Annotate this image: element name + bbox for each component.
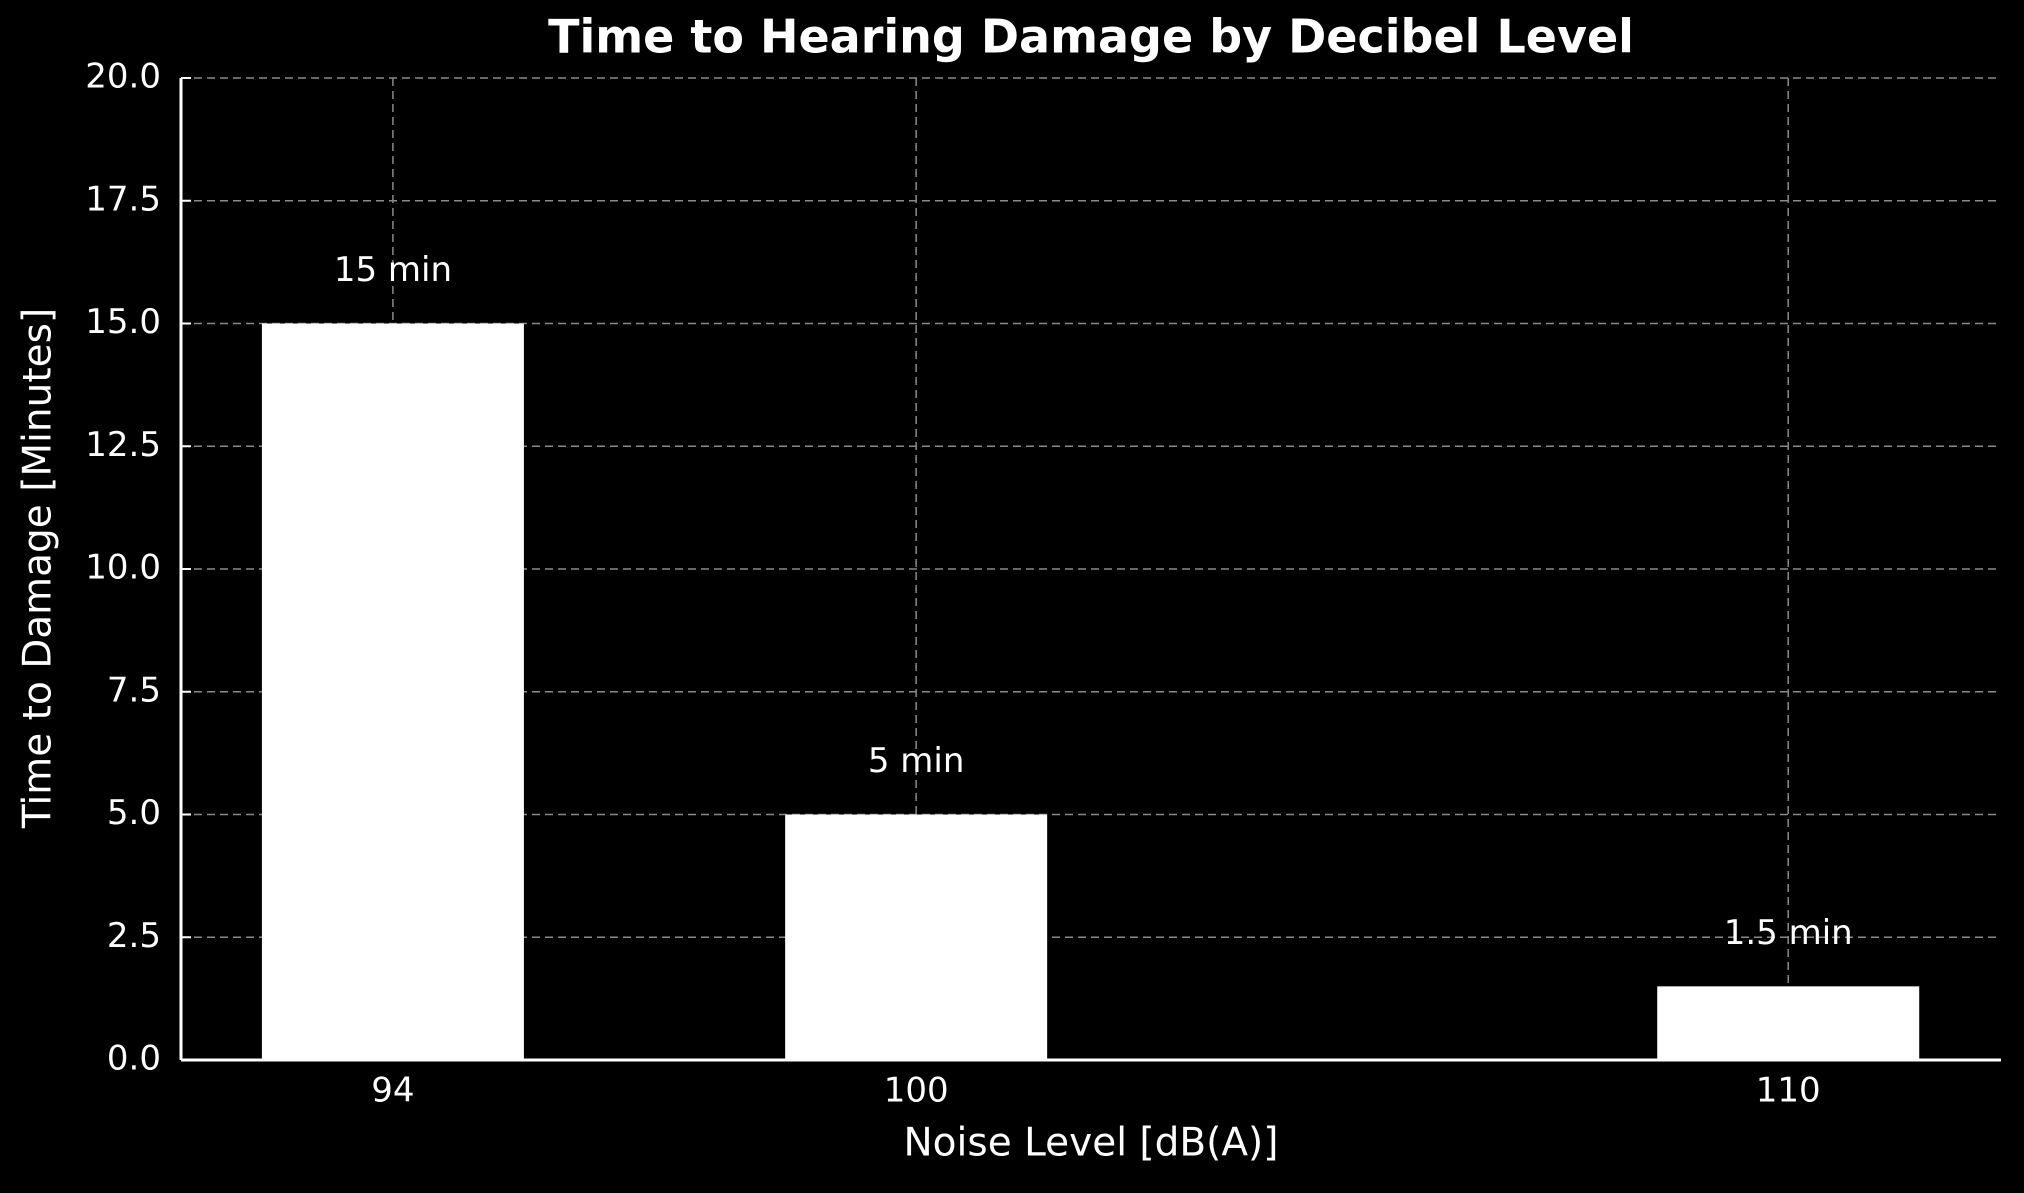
bar [785, 814, 1048, 1060]
y-tick-label: 20.0 [85, 57, 161, 97]
y-tick-label: 12.5 [85, 425, 161, 465]
y-tick-label: 17.5 [85, 179, 161, 219]
x-tick-label: 100 [884, 1071, 949, 1111]
chart-title: Time to Hearing Damage by Decibel Level [548, 10, 1634, 64]
y-axis-label: Time to Damage [Minutes] [16, 308, 61, 829]
y-tick-label: 15.0 [85, 302, 161, 342]
y-tick-label: 5.0 [107, 793, 161, 833]
y-tick-label: 10.0 [85, 548, 161, 588]
y-tick-label: 0.0 [107, 1039, 161, 1079]
data-label: 5 min [868, 741, 965, 781]
bar [261, 323, 524, 1060]
y-tick-label: 7.5 [107, 670, 161, 710]
data-label: 15 min [334, 250, 452, 290]
y-tick-label: 2.5 [107, 916, 161, 956]
x-tick-label: 94 [371, 1071, 414, 1111]
x-axis-label: Noise Level [dB(A)] [904, 1121, 1279, 1166]
bar [1657, 986, 1920, 1060]
x-tick-label: 110 [1756, 1071, 1821, 1111]
data-label: 1.5 min [1724, 913, 1853, 953]
